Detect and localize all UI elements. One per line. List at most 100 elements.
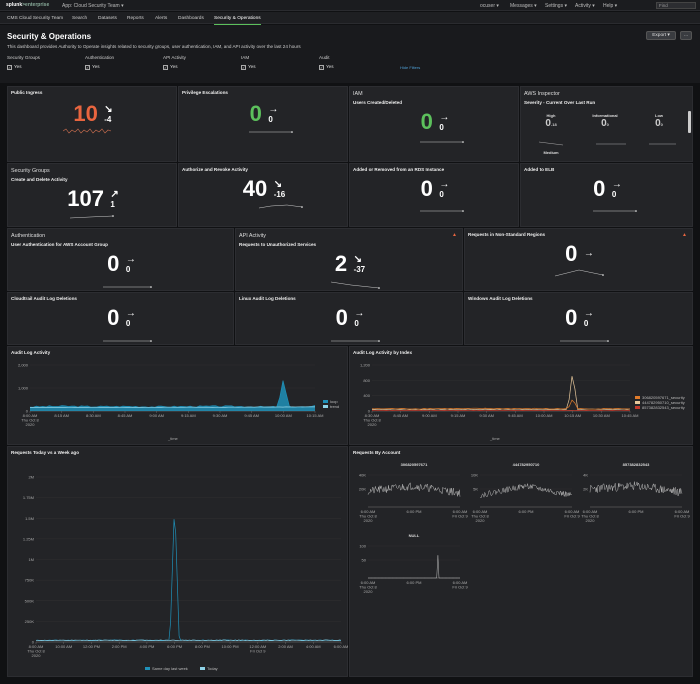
trend-flat-icon: 0 (606, 122, 609, 127)
single-value-number: 2 (334, 251, 348, 276)
legend-same-day-last-week[interactable]: Same day last week (145, 666, 188, 671)
single-value[interactable]: 0 → 0 (179, 101, 349, 127)
warning-icon[interactable]: ▲ (682, 232, 687, 238)
inspector-informational[interactable]: Informational 00 (592, 113, 618, 129)
single-value[interactable]: 107 ↗ 1 (8, 186, 178, 212)
filter-checkbox-api-activity[interactable]: ✓ Yes (163, 64, 178, 70)
filter-checkbox-audit[interactable]: ✓ Yes (319, 64, 334, 70)
requests-week-chart[interactable]: 2M 1.75M 1.5M 1.25M 1M 750K 500K 250K 08:00 AMTh… (8, 457, 349, 662)
x-tick-label: 2020 (364, 589, 374, 594)
app-menu[interactable]: App: Cloud Security Team ▾ (62, 3, 124, 9)
single-value[interactable]: 0 → 0 (8, 251, 235, 277)
legend-306820597671[interactable]: 306820597671_security (635, 395, 685, 400)
filter-checkbox-iam[interactable]: ✓ Yes (241, 64, 256, 70)
filter-checkbox-authentication[interactable]: ✓ Yes (85, 64, 100, 70)
inspector-high[interactable]: High 0-18 (545, 113, 557, 129)
x-tick-label: 9:45 AM (508, 413, 523, 418)
panel-rds: Added or Removed from an RDS Instance 0 … (349, 163, 519, 227)
single-value-number: 107 (67, 186, 104, 211)
settings-menu[interactable]: Settings ▾ (545, 3, 567, 9)
nav-app-home[interactable]: CMS Cloud Security Team (7, 16, 64, 21)
panel-aws-inspector: AWS Inspector Severity - Current Over La… (520, 86, 693, 162)
nav-search[interactable]: Search (72, 16, 88, 21)
x-tick-label: 6:00 PM (519, 509, 534, 514)
inspector-medium[interactable]: Medium (543, 150, 559, 155)
series-area-loop (30, 380, 315, 411)
x-tick-label: 8:45 AM (118, 413, 133, 418)
inspector-low[interactable]: Low 00 (655, 113, 663, 129)
x-tick-label: 9:00 AM (422, 413, 437, 418)
y-tick-label: 0 (26, 409, 29, 414)
sparkline (103, 286, 152, 288)
single-value-number: 10 (73, 101, 98, 126)
single-value-number: 0 (593, 176, 606, 201)
x-tick-label: 6:00 AM (453, 580, 468, 585)
y-tick-label: 1.25M (23, 536, 34, 541)
single-value[interactable]: 0 → 0 (521, 176, 694, 202)
single-value[interactable]: 0 → 0 (8, 305, 235, 331)
filter-checkbox-security-groups[interactable]: ✓ Yes (7, 64, 22, 70)
x-tick-label: Fri Oct 9 (564, 514, 580, 519)
nav-dashboards[interactable]: Dashboards (178, 16, 204, 21)
legend-444782950710[interactable]: 444782950710_security (635, 400, 685, 405)
trend-flat-icon: → 0 (354, 307, 365, 328)
nav-alerts[interactable]: Alerts (155, 16, 168, 21)
page-title: Security & Operations (7, 32, 92, 41)
panel-title: Security Groups (11, 168, 50, 174)
single-value[interactable]: 0 → (465, 241, 694, 267)
nav-security-operations[interactable]: Security & Operations (214, 16, 261, 25)
single-value[interactable]: 0 → 0 (350, 109, 520, 135)
user-menu[interactable]: ocuser ▾ (480, 3, 499, 9)
export-button[interactable]: Export ▾ (646, 31, 676, 40)
x-tick-label: 2020 (586, 518, 596, 523)
trend-flat-icon: → 0 (439, 178, 450, 199)
hide-filters-link[interactable]: Hide Filters (400, 65, 421, 70)
y-tick-label: 1,200 (360, 363, 371, 368)
legend-today[interactable]: Today (200, 666, 218, 671)
x-tick-label: 8:00 AM (23, 413, 38, 418)
messages-menu[interactable]: Messages ▾ (510, 3, 537, 9)
sparkline (593, 210, 637, 212)
help-menu[interactable]: Help ▾ (603, 3, 618, 9)
account-series-line (368, 555, 460, 579)
activity-menu[interactable]: Activity ▾ (575, 3, 595, 9)
x-tick-label: 6:00 AM (334, 644, 349, 649)
nav-datasets[interactable]: Datasets (98, 16, 117, 21)
panel-security-groups: Security Groups Create and Delete Activi… (7, 163, 177, 227)
legend-loop[interactable]: loop (323, 399, 338, 404)
y-tick-label: 0 (32, 640, 35, 645)
x-tick-label: 6:00 PM (407, 509, 422, 514)
panel-linux-deletions: Linux Audit Log Deletions 0 → 0 (235, 292, 463, 345)
panel-title: Added to ELB (524, 167, 555, 172)
find-input[interactable]: Find (656, 2, 696, 9)
legend-857382832543[interactable]: 857382832543_security (635, 405, 685, 410)
more-actions-button[interactable]: ... (680, 31, 692, 40)
single-value[interactable]: 0 → 0 (465, 305, 694, 331)
check-icon: ✓ (319, 65, 324, 70)
x-tick-label: 6:00 PM (629, 509, 644, 514)
series-line-444782950710_security (371, 399, 631, 410)
trend-down-icon: ↘ -37 (353, 253, 366, 274)
single-value-number: 0 (565, 305, 578, 330)
filter-label-security-groups: Security Groups (7, 55, 40, 60)
warning-icon[interactable]: ▲ (452, 232, 457, 238)
y-tick-label: 100 (359, 544, 366, 549)
account-series-line (589, 481, 683, 497)
panel-title: Authentication (11, 233, 46, 239)
legend-trend[interactable]: trend (323, 404, 339, 409)
panel-title: Requests Today vs a Week ago (11, 450, 79, 455)
single-value[interactable]: 0 → 0 (350, 176, 520, 202)
nav-reports[interactable]: Reports (127, 16, 144, 21)
y-tick-label: 5K (473, 487, 478, 492)
single-value[interactable]: 0 → 0 (236, 305, 464, 331)
splunk-logo[interactable]: splunk>enterprise (6, 2, 50, 8)
scrollbar[interactable] (688, 111, 691, 133)
single-value[interactable]: 10 ↘ -4 (8, 101, 178, 127)
single-value[interactable]: 2 ↘ -37 (236, 251, 464, 277)
single-value[interactable]: 40 ↘ -16 (179, 176, 349, 202)
sparkline (420, 141, 464, 143)
x-tick-label: Thu Oct 8 (471, 514, 489, 519)
